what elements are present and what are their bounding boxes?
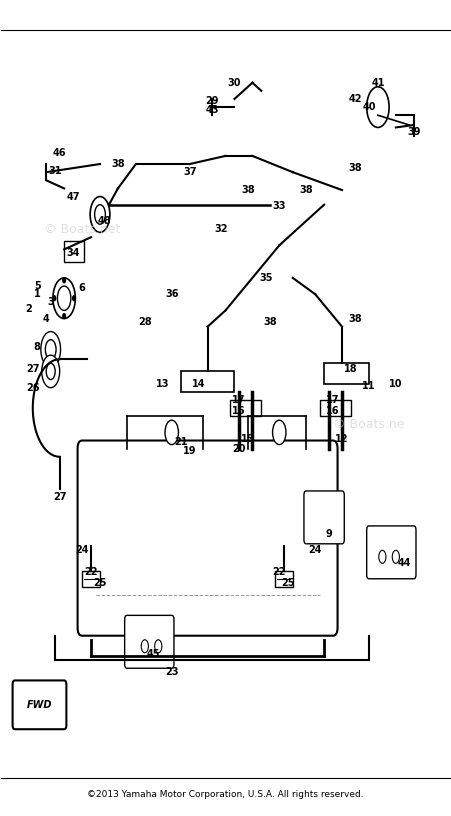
Text: 11: 11 [362,381,376,391]
Text: 35: 35 [259,273,272,283]
Circle shape [63,313,65,318]
Circle shape [53,295,55,300]
FancyBboxPatch shape [124,615,174,668]
Circle shape [165,420,179,445]
Text: 32: 32 [214,224,228,234]
Text: 18: 18 [344,364,358,374]
Text: © Boats.ne: © Boats.ne [333,418,405,431]
Text: 13: 13 [156,379,170,388]
Text: 10: 10 [389,379,403,388]
Text: 17: 17 [327,395,340,405]
Circle shape [41,331,60,367]
Text: 29: 29 [205,95,219,105]
Text: 22: 22 [84,567,98,577]
Bar [275,570,293,587]
Text: 38: 38 [299,185,313,195]
Text: 2: 2 [25,304,32,314]
Text: 37: 37 [183,167,196,177]
Circle shape [141,640,148,653]
Text: 27: 27 [26,364,40,374]
Circle shape [57,286,71,310]
Text: 38: 38 [349,163,362,173]
Bar [181,371,235,392]
Text: 38: 38 [111,159,125,169]
Text: 39: 39 [407,126,420,136]
Text: 34: 34 [66,249,80,259]
Text: ©2013 Yamaha Motor Corporation, U.S.A. All rights reserved.: ©2013 Yamaha Motor Corporation, U.S.A. A… [87,790,364,799]
FancyBboxPatch shape [304,491,344,543]
Text: 33: 33 [272,202,286,211]
FancyBboxPatch shape [367,526,416,579]
Text: 38: 38 [263,317,277,326]
Text: 42: 42 [349,94,362,104]
Circle shape [63,278,65,283]
Circle shape [42,355,60,388]
Circle shape [46,363,55,379]
Text: 25: 25 [93,578,107,588]
Text: 22: 22 [272,567,286,577]
Text: 26: 26 [26,383,40,392]
Text: 4: 4 [43,313,50,324]
Bar [230,400,262,416]
Text: 24: 24 [75,545,89,556]
Bar [64,242,84,262]
Bar [324,363,369,384]
Bar [82,570,100,587]
Circle shape [272,420,286,445]
Text: 23: 23 [165,667,179,677]
Text: 47: 47 [66,192,80,202]
Text: 30: 30 [228,78,241,87]
Text: 46: 46 [53,148,66,157]
Text: 38: 38 [349,313,362,324]
Text: 5: 5 [34,281,41,291]
Text: 16: 16 [327,406,340,416]
Circle shape [45,339,56,359]
Circle shape [367,86,389,127]
Text: 25: 25 [281,578,295,588]
Text: 8: 8 [34,342,41,352]
Text: 41: 41 [371,78,385,87]
Text: 12: 12 [335,434,349,444]
Text: 28: 28 [138,317,152,326]
Text: 21: 21 [174,437,188,447]
Circle shape [73,295,75,300]
Text: 40: 40 [362,102,376,112]
Circle shape [90,197,110,233]
Text: 24: 24 [308,545,322,556]
Circle shape [379,550,386,563]
Text: 27: 27 [53,492,66,503]
Text: 48: 48 [98,216,111,226]
Text: 15: 15 [241,434,255,444]
Circle shape [155,640,162,653]
Text: 6: 6 [78,282,85,293]
FancyBboxPatch shape [78,441,337,636]
Text: 31: 31 [48,166,62,175]
Text: 14: 14 [192,379,205,388]
Text: © Boats.net: © Boats.net [44,223,120,236]
FancyBboxPatch shape [13,681,66,730]
Text: 20: 20 [232,444,246,454]
Text: 19: 19 [183,446,196,456]
Circle shape [53,278,75,318]
Text: 36: 36 [165,289,179,299]
Bar [320,400,351,416]
Text: 43: 43 [205,104,219,114]
Text: 3: 3 [47,297,54,308]
Text: 17: 17 [232,395,246,405]
Text: 1: 1 [34,289,41,299]
Text: FWD: FWD [27,700,52,710]
Text: 45: 45 [147,649,161,659]
Circle shape [95,205,106,224]
Text: 16: 16 [232,406,246,416]
Text: 9: 9 [325,529,332,539]
Circle shape [392,550,400,563]
Text: 38: 38 [241,185,255,195]
Text: 44: 44 [398,557,412,567]
